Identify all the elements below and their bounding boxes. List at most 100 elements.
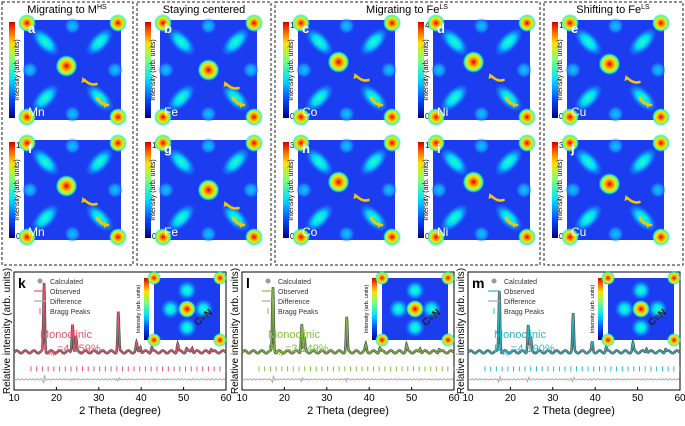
edge-density	[200, 226, 217, 242]
density-lobe	[167, 83, 196, 113]
edge-density	[64, 106, 81, 122]
panel-letter: j	[570, 141, 575, 156]
x-tick-label: 10	[462, 393, 474, 404]
density-lobe	[628, 27, 657, 57]
corner-atom	[109, 14, 127, 32]
xrd-charts: 10 20 30 40 50 60 2 Theta (degree) Relative int…	[2, 268, 685, 417]
x-tick-label: 60	[674, 393, 685, 404]
element-label: Ni	[437, 105, 448, 119]
central-atom	[327, 51, 350, 73]
x-tick-label: 30	[321, 393, 333, 404]
x-tick-label: 20	[279, 393, 291, 404]
density-lobe	[494, 147, 523, 177]
density-lobe	[31, 27, 60, 57]
colorbar-axis-label: Intensity (arb. units)	[150, 39, 157, 100]
corner-atom	[383, 134, 401, 152]
edge-density	[431, 62, 447, 78]
inset-central-atom	[406, 300, 424, 318]
edge-density	[107, 62, 123, 78]
corner-atom	[292, 134, 310, 152]
colorbar	[552, 22, 558, 118]
phase-label: Monoclinic	[40, 329, 92, 341]
colorbar-axis-label: Intensity (arb. units)	[288, 159, 295, 220]
edge-density	[473, 18, 490, 34]
element-label: Cu	[571, 225, 586, 239]
edge-density	[158, 182, 174, 198]
panel-letter: d	[437, 21, 445, 36]
inset-corner-atom	[667, 271, 681, 285]
colorbar	[283, 142, 289, 238]
edge-density	[64, 138, 81, 154]
x-tick-label: 30	[93, 393, 105, 404]
inset-lobe	[647, 299, 668, 319]
element-label: Fe	[164, 105, 178, 119]
density-lobe	[574, 203, 603, 233]
inset-colorbar-label: Intensity (arb. units)	[136, 285, 142, 333]
legend-label: Observed	[504, 289, 534, 296]
observed-pattern	[467, 290, 680, 354]
inset-corner-atom	[667, 333, 681, 347]
panel-letter: b	[164, 21, 172, 36]
edge-density	[516, 62, 532, 78]
corner-atom	[109, 228, 127, 246]
colorbar-axis-label: Intensity (arb. units)	[423, 159, 430, 220]
corner-atom	[383, 228, 401, 246]
density-lobe	[494, 27, 523, 57]
corner-atom	[154, 108, 172, 126]
header-shifting-to-fels: Shifting to FeLS	[576, 4, 650, 16]
edge-density	[338, 18, 355, 34]
legend-marker-calculated	[491, 278, 497, 284]
corner-atom	[245, 228, 263, 246]
inset-colorbar	[144, 278, 149, 340]
difference-curve	[468, 374, 680, 384]
corner-atom	[518, 228, 536, 246]
edge-density	[22, 182, 38, 198]
panel-letter: m	[472, 275, 484, 291]
edge-density	[243, 182, 259, 198]
edge-density	[431, 182, 447, 198]
inset-central-atom	[632, 300, 650, 318]
legend: Calculated Observed Difference Bragg Peaks	[34, 278, 91, 316]
arrow-head	[488, 73, 494, 79]
edge-density	[243, 62, 259, 78]
observed-pattern	[241, 287, 454, 354]
map-panel-f: 1.20fMn	[9, 134, 127, 246]
inset-corner-atom	[147, 333, 161, 347]
edge-density	[200, 18, 217, 34]
x-tick-label: 30	[547, 393, 559, 404]
inset-colorbar	[372, 278, 377, 340]
colorbar-axis-label: Intensity (arb. units)	[14, 39, 21, 100]
x-tick-label: 10	[8, 393, 20, 404]
colorbar-axis-label: Intensity (arb. units)	[14, 159, 21, 220]
central-atom	[327, 171, 350, 193]
inset-lobe	[631, 317, 651, 338]
legend-marker-calculated	[265, 278, 271, 284]
inset-corner-atom	[147, 271, 161, 285]
density-lobe	[574, 147, 603, 177]
x-tick-label: 50	[406, 393, 418, 404]
map-panel-a: a Mn	[9, 14, 127, 126]
panel-letter: l	[246, 275, 250, 291]
panel-letter: i	[437, 141, 441, 156]
edge-density	[296, 62, 312, 78]
panel-letter: h	[302, 141, 310, 156]
central-atom	[55, 175, 78, 197]
corner-atom	[292, 14, 310, 32]
legend: Calculated Observed Difference Bragg Peaks	[488, 278, 545, 316]
density-lobe	[221, 147, 250, 177]
x-tick-label: 40	[590, 393, 602, 404]
legend-label: Bragg Peaks	[278, 309, 319, 316]
map-panel-d: 4.00dNi	[418, 14, 536, 126]
legend-label: Observed	[50, 289, 80, 296]
x-tick-label: 10	[236, 393, 248, 404]
edge-density	[607, 106, 624, 122]
arrow-head	[104, 222, 108, 228]
map-panel-e: 1.50eCu	[552, 14, 670, 126]
corner-atom	[245, 108, 263, 126]
observed-pattern	[13, 282, 226, 354]
arrow-head	[81, 77, 87, 83]
inset-lobe	[631, 280, 651, 301]
map-panel-j: 3.00jCu	[552, 134, 670, 246]
edge-density	[381, 62, 397, 78]
corner-atom	[561, 108, 579, 126]
